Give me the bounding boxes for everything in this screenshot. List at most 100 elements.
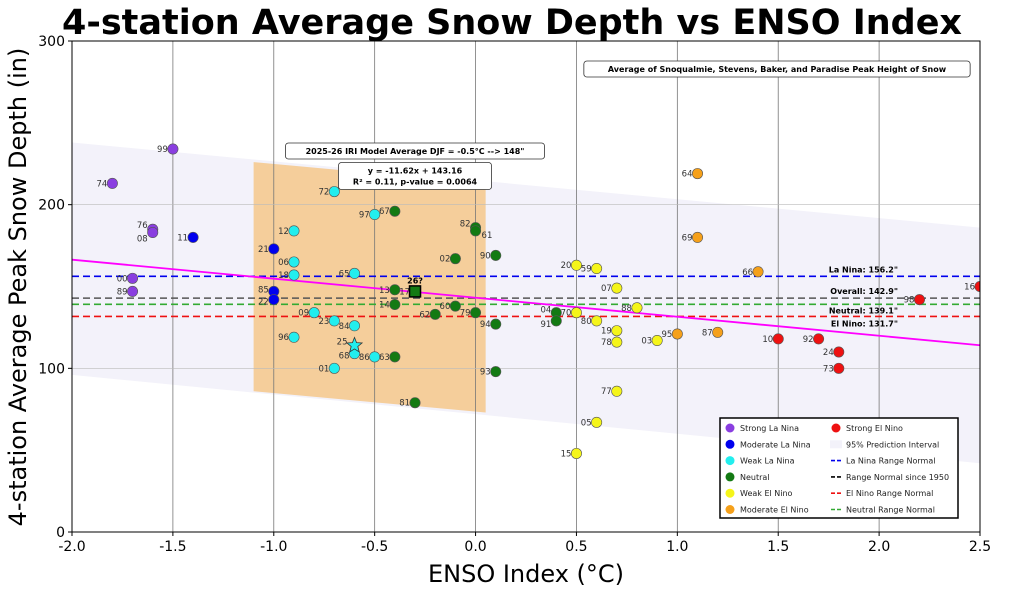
point-strong_la_nina xyxy=(167,143,179,155)
point-label: 74 xyxy=(97,179,108,189)
point-neutral xyxy=(449,253,461,265)
legend-label: Neutral xyxy=(740,473,770,482)
forecast-square-marker xyxy=(408,285,422,298)
point-weak_la_nina xyxy=(348,320,360,332)
point-strong_el_nino xyxy=(913,294,925,306)
forecast-star-marker xyxy=(345,336,364,353)
plot-content: La Nina: 156.2" Overall: 142.9" Neutral: 1… xyxy=(72,41,980,532)
model-annotation-box xyxy=(285,142,545,160)
legend-marker-dot xyxy=(725,505,735,514)
legend-marker-dot xyxy=(831,423,841,433)
point-label: 15 xyxy=(561,449,572,459)
point-label: 93 xyxy=(480,368,491,378)
regression-annotation-text: y = -11.62x + 143.16 xyxy=(368,167,463,176)
point-neutral xyxy=(389,205,401,217)
point-label: 61 xyxy=(482,231,493,241)
hline-label-neutral: Neutral: 139.1" xyxy=(829,306,898,315)
legend-label: Moderate El Nino xyxy=(740,506,809,515)
point-weak_la_nina xyxy=(288,225,300,237)
point-label: 09 xyxy=(298,309,309,319)
x-tick-label: -1.0 xyxy=(260,539,287,555)
point-label: 88 xyxy=(621,304,632,314)
point-weak_la_nina xyxy=(348,267,360,279)
x-tick-label: -2.0 xyxy=(58,539,85,555)
x-tick-label: 1.0 xyxy=(666,539,688,555)
legend-label: Weak La Nina xyxy=(740,457,795,466)
point-label: 62 xyxy=(419,310,430,320)
x-tick-label: -1.5 xyxy=(159,539,186,555)
point-weak_el_nino xyxy=(591,262,603,274)
point-weak_la_nina xyxy=(369,208,381,220)
point-label: 81 xyxy=(399,399,410,409)
point-label: 96 xyxy=(278,333,289,343)
point-label: 11 xyxy=(177,233,188,243)
point-label: 24 xyxy=(823,348,834,358)
point-label: 82 xyxy=(460,220,471,230)
point-label: 77 xyxy=(601,387,612,397)
point-weak_el_nino xyxy=(611,282,623,294)
point-label: 90 xyxy=(480,251,491,261)
point-label: 01 xyxy=(318,364,329,374)
point-label: 64 xyxy=(682,170,693,180)
point-weak_la_nina xyxy=(328,362,340,374)
point-label: 91 xyxy=(540,320,551,330)
point-label: 23 xyxy=(318,317,329,327)
point-label: 19 xyxy=(601,327,612,337)
point-label: 78 xyxy=(601,338,612,348)
forecast-star-label: 25 xyxy=(337,337,348,347)
point-neutral xyxy=(490,318,502,330)
legend-label: Neutral Range Normal xyxy=(846,506,935,515)
point-label: 04 xyxy=(540,306,551,316)
point-label: 95 xyxy=(662,330,673,340)
chart-title: 4-station Average Snow Depth vs ENSO Ind… xyxy=(62,3,962,43)
point-moderate_el_nino xyxy=(671,328,683,340)
point-neutral xyxy=(429,308,441,320)
legend-marker-dot xyxy=(725,456,735,466)
legend-marker-dot xyxy=(725,439,735,449)
x-tick-label: 2.0 xyxy=(868,539,890,555)
point-weak_el_nino xyxy=(591,315,603,327)
point-weak_la_nina xyxy=(369,351,381,363)
legend-marker-dot xyxy=(725,488,735,498)
point-label: 03 xyxy=(641,337,652,347)
point-moderate_el_nino xyxy=(712,326,724,338)
point-neutral xyxy=(449,300,461,312)
point-strong_la_nina xyxy=(127,272,139,284)
point-moderate_la_nina xyxy=(268,243,280,255)
y-tick-label: 200 xyxy=(38,198,65,214)
point-label: 69 xyxy=(682,233,693,243)
point-label: 76 xyxy=(137,221,148,231)
point-label: 07 xyxy=(601,284,612,294)
x-tick-label: 2.5 xyxy=(969,539,991,555)
point-weak_el_nino xyxy=(611,325,623,337)
point-label: 10 xyxy=(762,335,773,345)
point-moderate_el_nino xyxy=(692,231,704,243)
point-weak_el_nino xyxy=(570,307,582,319)
point-label: 79 xyxy=(460,309,471,319)
point-weak_el_nino xyxy=(611,336,623,348)
point-label: 94 xyxy=(480,320,491,330)
hline-label-overall: Overall: 142.9" xyxy=(830,287,898,296)
stations-annotation-box xyxy=(583,60,971,78)
point-label: 97 xyxy=(359,210,370,220)
point-strong_la_nina xyxy=(147,226,159,238)
legend-label: 95% Prediction Interval xyxy=(846,440,939,449)
forecast-square-label: 26? xyxy=(407,276,423,285)
x-tick-label: 0.0 xyxy=(464,539,486,555)
point-label: 59 xyxy=(581,264,592,274)
point-label: 08 xyxy=(137,234,148,244)
point-weak_la_nina xyxy=(308,307,320,319)
point-label: 12 xyxy=(278,227,289,237)
point-label: 16 xyxy=(964,283,975,293)
point-label: 67 xyxy=(379,207,390,217)
point-label: 80 xyxy=(581,317,592,327)
hline-label-la_nina: La Nina: 156.2" xyxy=(829,265,898,274)
point-moderate_el_nino xyxy=(752,266,764,278)
point-label: 70 xyxy=(561,309,572,319)
point-label: 17 xyxy=(399,287,410,297)
point-neutral xyxy=(550,315,562,327)
legend-marker-patch xyxy=(830,440,842,449)
point-weak_el_nino xyxy=(611,385,623,397)
point-neutral xyxy=(470,225,482,237)
